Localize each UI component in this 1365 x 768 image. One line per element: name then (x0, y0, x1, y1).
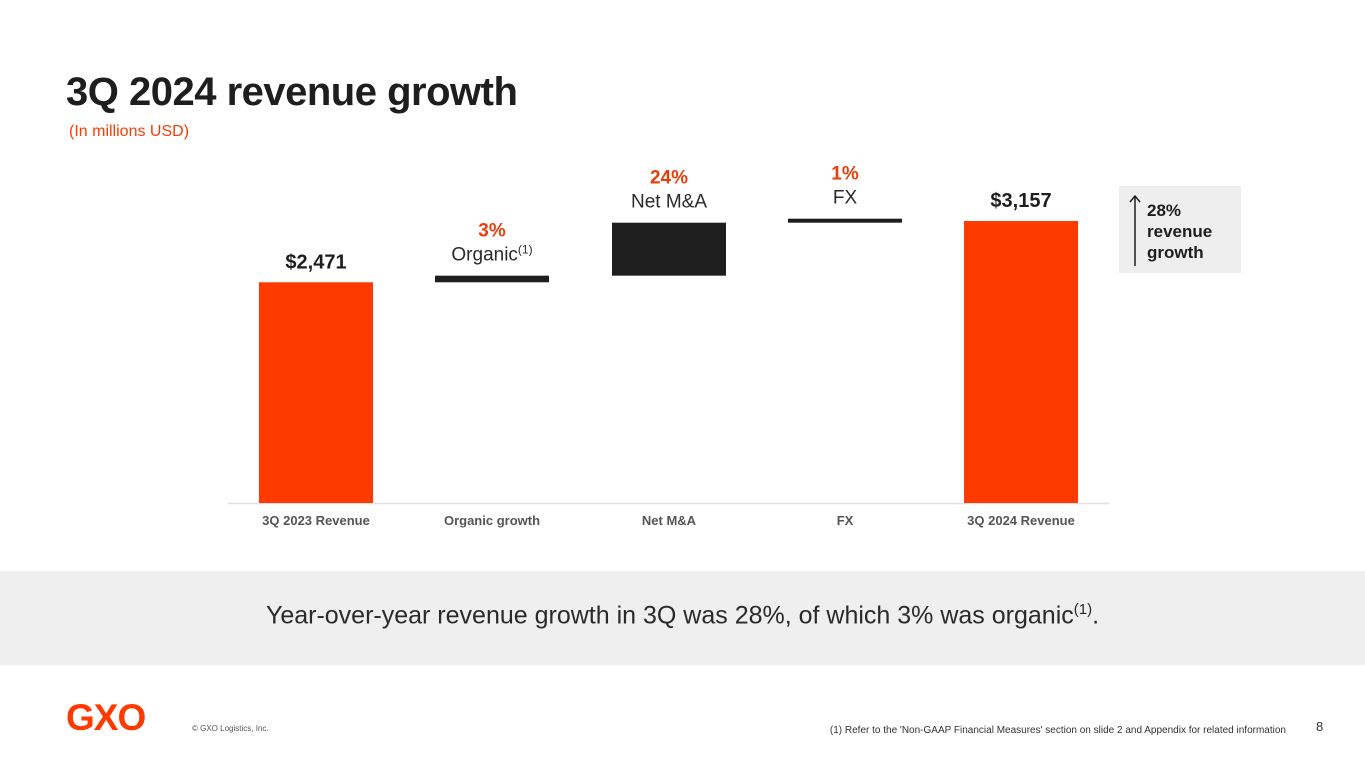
data-label-2: 3% (478, 221, 506, 242)
x-tick-label-1: 3Q 2023 Revenue (262, 513, 370, 528)
x-tick-label-4: FX (837, 513, 854, 528)
page-title: 3Q 2024 revenue growth (66, 70, 518, 114)
copyright: © GXO Logistics, Inc. (192, 724, 269, 733)
summary-sup: (1) (1073, 601, 1093, 618)
data-label-1: $2,471 (285, 251, 346, 273)
data-label-3: 24% (650, 168, 688, 189)
bar-1 (259, 282, 373, 503)
step-label-2: Organic(1) (451, 243, 532, 266)
data-label-5: $3,157 (990, 190, 1051, 212)
page-number: 8 (1316, 719, 1324, 734)
arrow-up-icon (1129, 194, 1141, 266)
bar-4 (788, 218, 902, 223)
growth-badge-text: 28% revenue growth (1147, 201, 1213, 262)
waterfall-chart: 3Q 2023 Revenue $2,471 Organic growth Organ… (228, 164, 1110, 528)
bar-5 (964, 221, 1078, 503)
bar-3 (612, 222, 726, 276)
step-label-3: Net M&A (631, 192, 707, 213)
x-tick-label-3: Net M&A (642, 513, 697, 528)
summary-end: . (1092, 601, 1100, 630)
step-label-sup-2: (1) (518, 243, 533, 257)
x-tick-label-5: 3Q 2024 Revenue (967, 513, 1075, 528)
gxo-logo: GXO (66, 697, 146, 735)
summary-text: Year-over-year revenue growth in 3Q was … (0, 601, 1365, 630)
bar-2 (435, 275, 549, 283)
data-label-4: 1% (831, 164, 859, 185)
x-tick-label-2: Organic growth (444, 513, 540, 528)
growth-badge: 28% revenue growth (1119, 186, 1241, 273)
logo-text: GXO (66, 697, 145, 735)
summary-band: Year-over-year revenue growth in 3Q was … (0, 571, 1365, 665)
footnote: (1) Refer to the 'Non-GAAP Financial Mea… (829, 725, 1286, 736)
step-label-4: FX (833, 188, 858, 209)
summary-main: Year-over-year revenue growth in 3Q was … (265, 601, 1074, 630)
page-subtitle: (In millions USD) (69, 123, 190, 140)
